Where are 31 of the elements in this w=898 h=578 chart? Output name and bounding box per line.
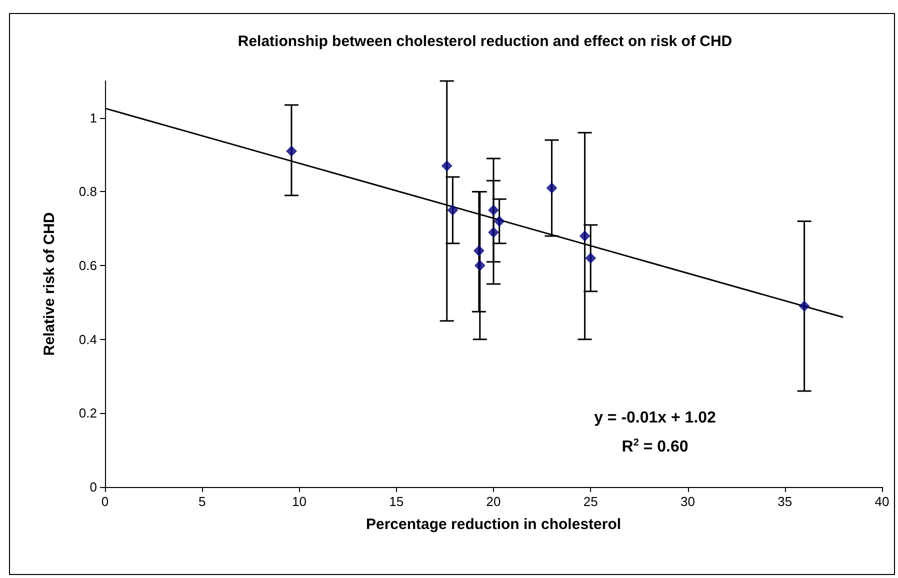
y-tick-label: 0.4	[78, 332, 97, 347]
x-tick-label: 10	[292, 494, 306, 509]
x-tick-label: 5	[198, 494, 206, 509]
y-tick-label: 0.8	[78, 184, 97, 200]
point	[579, 230, 590, 242]
point	[488, 204, 499, 216]
point	[286, 146, 297, 157]
point	[441, 160, 452, 172]
y-tick-label: 0.2	[78, 406, 97, 421]
point	[447, 204, 458, 216]
point	[474, 260, 486, 272]
point	[798, 300, 810, 312]
point	[546, 182, 558, 194]
x-axis-title: Percentage reduction in cholesterol	[366, 516, 622, 533]
y-tick-label: 0.6	[78, 258, 97, 274]
point	[488, 226, 499, 238]
x-tick-label: 30	[680, 494, 695, 509]
x-tick-label: 35	[778, 494, 792, 509]
x-tick-label: 20	[486, 494, 501, 509]
x-tick-label: 0	[101, 494, 109, 509]
chart-title: Relationship between cholesterol reduction and effect on risk of CHD	[238, 33, 732, 50]
point	[585, 252, 596, 264]
y-axis-title: Relative risk of CHD	[41, 212, 58, 356]
x-tick-label: 40	[874, 494, 890, 509]
point	[473, 245, 484, 256]
y-tick-label: 1	[90, 110, 97, 126]
annotation: y = -0.01x + 1.02	[594, 410, 716, 426]
x-tick-label: 15	[389, 494, 404, 509]
x-tick-label: 25	[583, 494, 598, 509]
y-tick-label: 0	[90, 480, 97, 494]
point	[494, 216, 505, 227]
